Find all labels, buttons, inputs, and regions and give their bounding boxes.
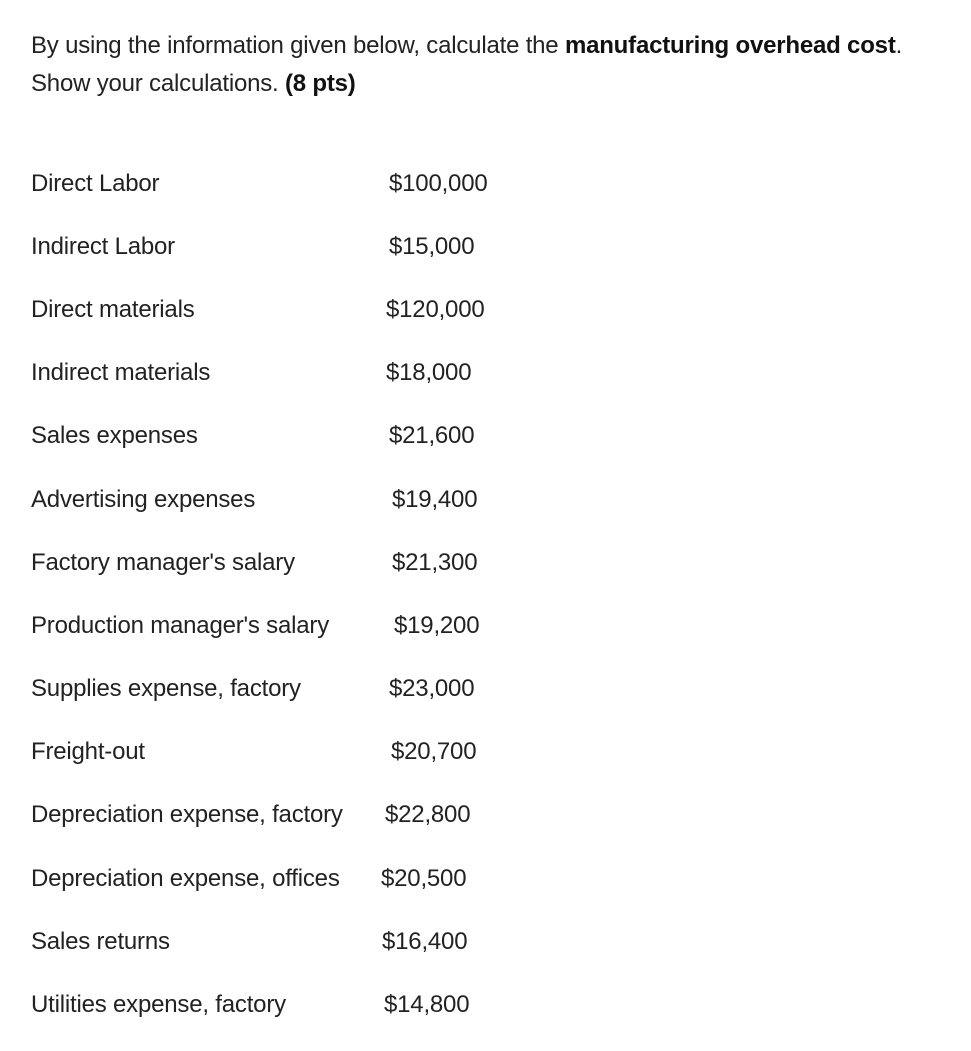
question-instruction: . Show your calculations.	[31, 32, 903, 97]
cost-label: Sales expenses	[31, 422, 198, 449]
cost-label: Factory manager's salary	[31, 549, 295, 576]
question-emphasis: manufacturing overhead cost	[564, 32, 896, 59]
question-points: (8 pts)	[285, 70, 356, 97]
question-text: By using the information given below, ca…	[31, 27, 961, 103]
cost-amount: $16,400	[382, 928, 468, 955]
cost-label: Depreciation expense, factory	[31, 801, 343, 828]
cost-row: Depreciation expense, factory $22,800	[31, 795, 631, 835]
cost-amount: $19,400	[392, 486, 478, 513]
cost-row: Factory manager's salary $21,300	[31, 543, 631, 583]
cost-amount: $19,200	[394, 612, 480, 639]
cost-amount: $120,000	[386, 296, 485, 323]
cost-amount: $23,000	[389, 675, 475, 702]
cost-row: Depreciation expense, offices $20,500	[31, 859, 631, 899]
cost-label: Advertising expenses	[31, 486, 256, 513]
cost-row: Advertising expenses $19,400	[31, 480, 631, 520]
cost-amount: $21,300	[392, 549, 478, 576]
cost-label: Depreciation expense, offices	[31, 865, 340, 892]
cost-label: Direct Labor	[31, 170, 160, 197]
cost-label: Sales returns	[31, 928, 170, 955]
cost-amount: $14,800	[384, 991, 470, 1018]
cost-amount: $15,000	[389, 233, 475, 260]
cost-row: Supplies expense, factory $23,000	[31, 669, 631, 709]
cost-amount: $20,700	[391, 738, 477, 765]
cost-label: Freight-out	[31, 738, 145, 765]
cost-amount: $20,500	[381, 865, 467, 892]
cost-amount: $18,000	[386, 359, 472, 386]
cost-row: Indirect Labor $15,000	[31, 227, 631, 267]
cost-label: Indirect materials	[31, 359, 211, 386]
cost-row: Utilities expense, factory $14,800	[31, 985, 631, 1025]
cost-row: Direct materials $120,000	[31, 290, 631, 330]
cost-amount: $100,000	[389, 170, 488, 197]
cost-label: Indirect Labor	[31, 233, 175, 260]
cost-row: Indirect materials $18,000	[31, 353, 631, 393]
cost-row: Sales expenses $21,600	[31, 416, 631, 456]
cost-label: Production manager's salary	[31, 612, 329, 639]
cost-row: Production manager's salary $19,200	[31, 606, 631, 646]
cost-row: Sales returns $16,400	[31, 922, 631, 962]
cost-amount: $21,600	[389, 422, 475, 449]
cost-amount: $22,800	[385, 801, 471, 828]
question-prefix: By using the information given below, ca…	[31, 32, 565, 59]
cost-row: Freight-out $20,700	[31, 732, 631, 772]
cost-label: Utilities expense, factory	[31, 991, 286, 1018]
cost-row: Direct Labor $100,000	[31, 164, 631, 204]
cost-label: Supplies expense, factory	[31, 675, 301, 702]
cost-label: Direct materials	[31, 296, 195, 323]
cost-list: Direct Labor $100,000 Indirect Labor $15…	[31, 0, 631, 1051]
